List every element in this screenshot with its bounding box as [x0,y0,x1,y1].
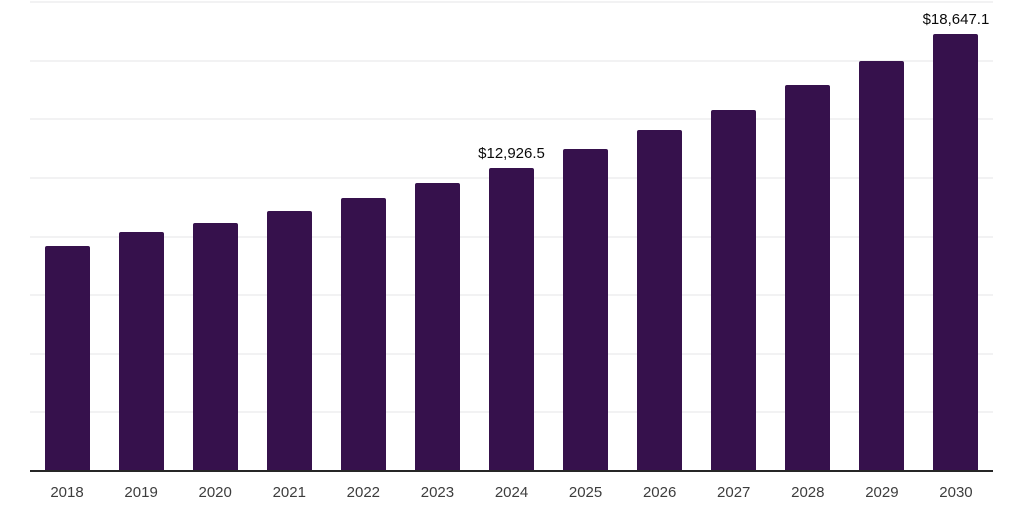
bar-2024 [489,167,534,471]
x-label-2027: 2027 [717,484,751,501]
x-label-2026: 2026 [642,484,677,501]
x-label-2018: 2018 [50,484,84,501]
x-label-2030: 2030 [939,484,973,501]
bar-2027 [711,109,757,471]
bar-2028 [785,85,831,471]
bar-2020 [192,223,238,471]
gridline [30,59,993,62]
x-label-2022: 2022 [346,484,381,501]
gridline [30,118,993,121]
gridline [30,1,993,3]
x-label-2029: 2029 [865,484,899,501]
x-label-2019: 2019 [124,484,158,501]
x-axis-line [30,470,993,472]
x-label-2023: 2023 [420,484,455,501]
bar-2026 [637,129,683,471]
value-label-2024: $12,926.5 [478,144,545,162]
bar-2023 [414,183,460,471]
x-label-2028: 2028 [791,484,825,501]
bar-2025 [563,148,609,471]
bar-2022 [340,198,386,471]
x-label-2020: 2020 [198,484,232,501]
bar-2029 [859,60,905,471]
bar-2021 [266,211,312,471]
bar-2018 [44,245,90,471]
bar-2030 [933,33,979,471]
x-label-2021: 2021 [272,484,306,501]
x-label-2025: 2025 [568,484,603,501]
value-label-2030: $18,647.1 [922,10,990,28]
bar-2019 [118,231,164,471]
x-label-2024: 2024 [494,484,529,501]
